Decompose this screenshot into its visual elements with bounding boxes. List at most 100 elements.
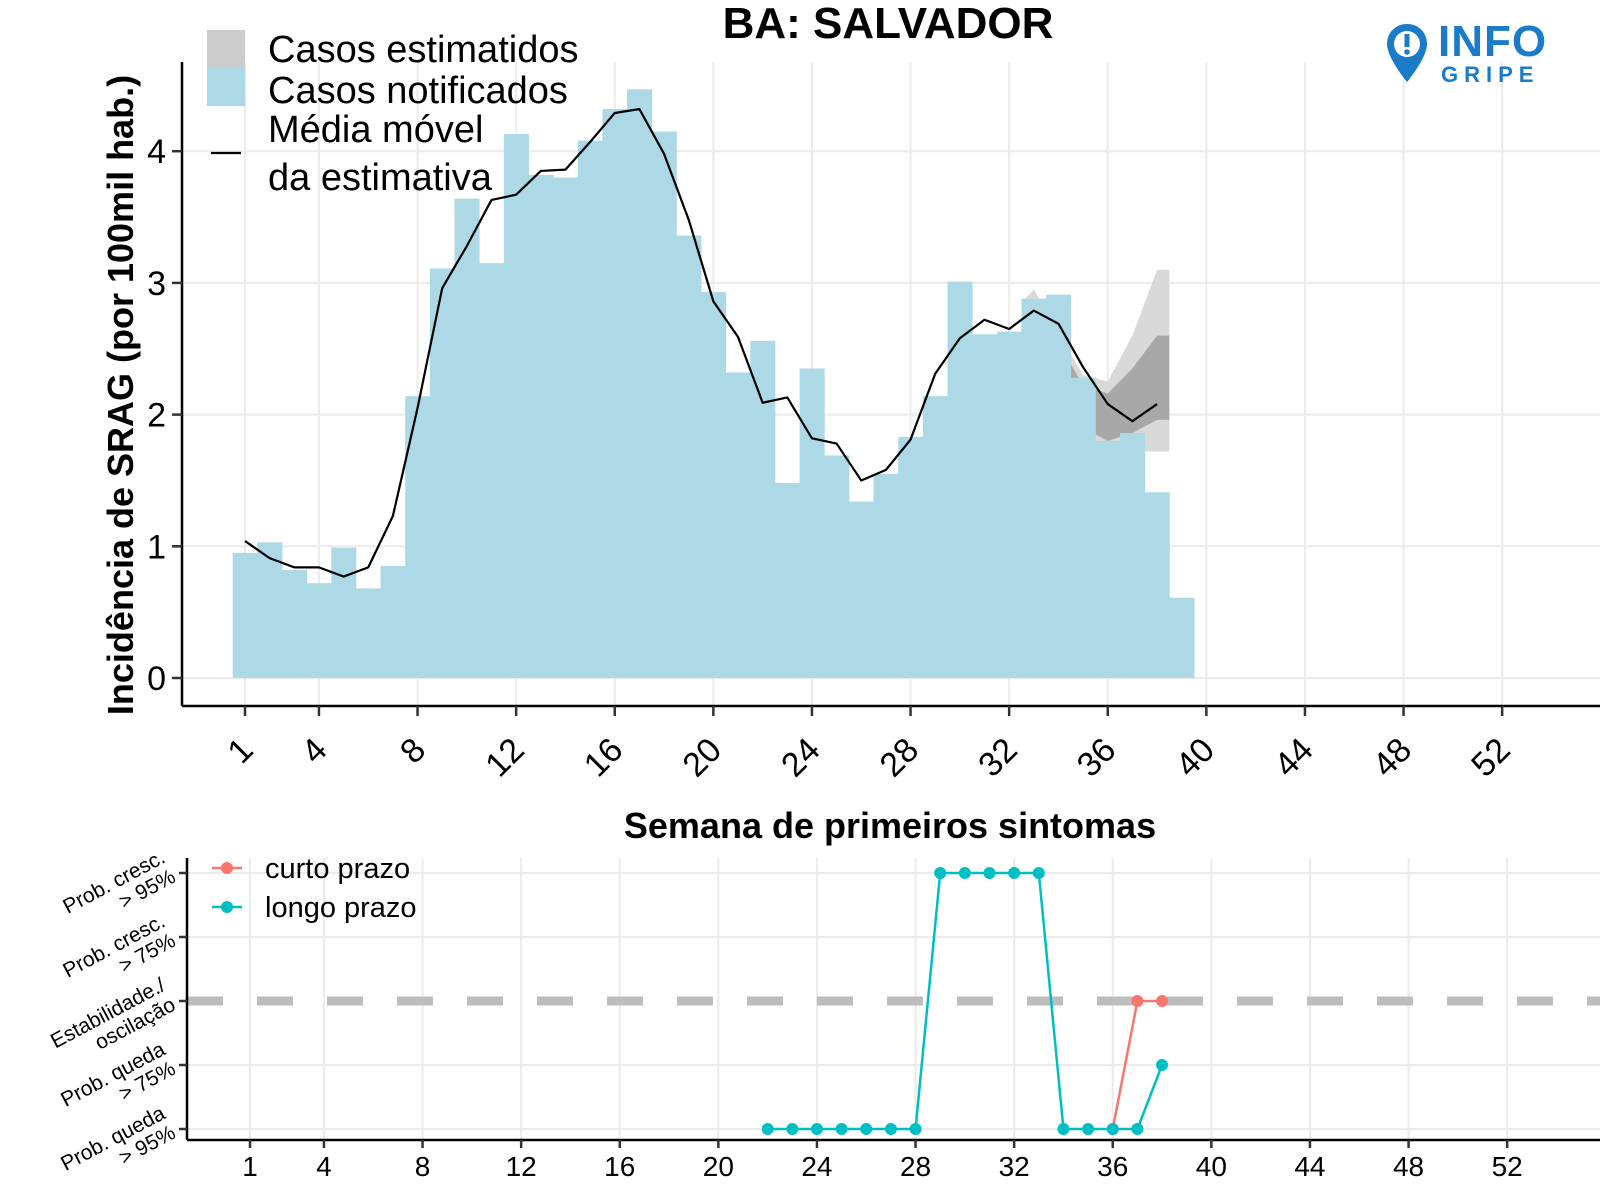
series-point [786,1123,799,1135]
notified-bar [331,547,357,678]
legend-estimated-swatch [207,30,245,68]
notified-bar [577,140,603,678]
top-y-tick-label: 2 [147,397,166,435]
notified-bar [651,131,677,678]
bottom-y-tick-label: Prob. queda> 95% [57,1102,179,1176]
series-point [958,867,971,879]
bottom-chart-legend: curto prazo longo prazo [212,853,417,924]
series-point [835,1123,848,1135]
notified-bar [380,566,406,678]
legend-notified-swatch [207,68,245,106]
bottom-x-tick-label: 28 [900,1151,931,1182]
top-y-tick-label: 3 [147,265,166,303]
notified-bar [405,396,431,678]
notified-bar [1021,298,1047,678]
top-x-tick-label: 36 [1070,731,1124,785]
top-x-tick-label: 12 [478,731,532,785]
series-point [1057,1123,1070,1135]
legend-label: Casos estimatidos [268,29,578,71]
bottom-x-tick-label: 32 [999,1151,1030,1182]
bottom-x-tick-label: 24 [801,1151,832,1182]
top-y-tick-label: 1 [147,528,166,566]
legend-series-label: curto prazo [265,853,410,885]
legend-label: da estimativa [268,157,493,199]
top-x-tick-label: 52 [1464,731,1518,785]
logo-main-text: INFO [1438,17,1548,66]
top-chart-title: BA: SALVADOR [723,0,1054,48]
uncertainty-inner-band [1021,298,1170,441]
notified-bar [701,292,727,678]
series-point [1156,995,1169,1007]
bottom-x-tick-label: 16 [604,1151,635,1182]
notified-bar [1144,492,1170,678]
top-x-tick-label: 44 [1267,731,1321,785]
top-x-tick-label: 1 [220,731,260,771]
top-x-tick-label: 40 [1168,731,1222,785]
bottom-x-tick-label: 20 [703,1151,734,1182]
top-x-tick-label: 20 [675,731,729,785]
bottom-x-tick-label: 40 [1196,1151,1227,1182]
notified-bar [996,331,1022,678]
notified-bar [774,483,801,678]
top-x-tick-label: 32 [971,731,1025,785]
top-chart-moving-average [244,107,1158,578]
notified-bar [1095,440,1121,678]
notified-bar [257,542,283,678]
notified-bar [553,177,579,679]
legend-series-label: longo prazo [265,892,417,924]
notified-bar [306,583,332,678]
infogripe-logo: INFO GRIPE [1385,18,1585,93]
series-point [909,1123,922,1135]
notified-bar [799,368,825,678]
bottom-x-tick-label: 52 [1492,1151,1523,1182]
bottom-x-tick-label: 8 [415,1151,431,1182]
notified-bar [232,552,258,678]
bottom-chart-grid [187,858,1600,1140]
moving-average-line [244,107,1158,578]
top-y-tick-label: 4 [147,133,166,171]
notified-bar [454,198,480,678]
notified-bar [750,340,776,678]
top-x-tick-label: 24 [774,731,828,785]
legend-series-point [221,862,233,874]
notified-bar [429,268,455,678]
bottom-x-tick-label: 12 [506,1151,537,1182]
series-point [1032,867,1045,879]
series-point [1131,1123,1144,1135]
top-y-tick-label: 0 [147,660,166,698]
top-chart-uncertainty-ribbon [1021,269,1170,455]
legend-label: Casos notificados [268,70,568,112]
legend-label: Média móvel [268,109,483,151]
notified-bar [1070,377,1096,678]
series-point [983,867,996,879]
notified-bar [848,501,874,678]
series-point [1156,1059,1169,1071]
top-chart-ylabel: Incidência de SRAG (por 100mil hab.) [100,75,141,715]
map-pin-icon [1387,24,1427,82]
notified-bar [355,588,381,678]
notified-bar [281,570,308,678]
top-chart-xlabel: Semana de primeiros sintomas [624,805,1156,846]
series-point [1131,995,1144,1007]
notified-bar [1046,294,1072,678]
top-chart-grid [182,62,1600,706]
notified-bar [602,109,628,678]
bottom-x-tick-label: 44 [1294,1151,1325,1182]
logo-sub-text: GRIPE [1441,62,1540,87]
series-point [934,867,947,879]
top-x-tick-label: 4 [294,731,334,771]
notified-bar [725,372,751,678]
series-point [1082,1123,1095,1135]
notified-bar [972,334,998,678]
notified-bar [922,396,948,678]
bottom-chart-series [761,867,1169,1135]
bottom-x-tick-label: 4 [316,1151,332,1182]
notified-bar [503,134,529,679]
series-point [1008,867,1021,879]
notified-bar [824,455,850,678]
series-point [1106,1123,1119,1135]
series-point [810,1123,823,1135]
notified-bar [1169,597,1195,678]
series-point [860,1123,873,1135]
